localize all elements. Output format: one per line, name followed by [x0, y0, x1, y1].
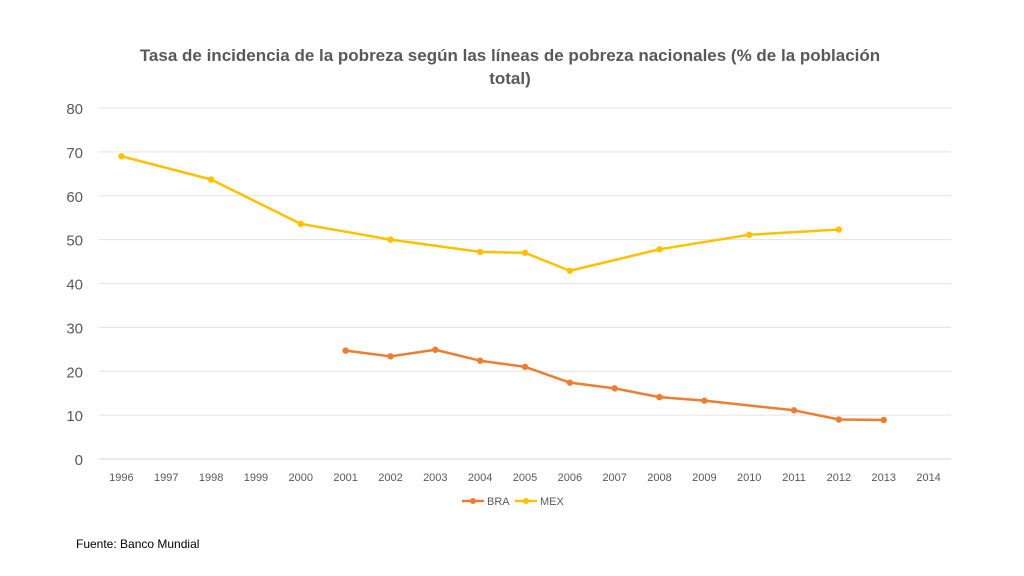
data-point-mex [207, 176, 215, 183]
data-point-mex [835, 226, 843, 233]
data-point-bra [880, 416, 887, 424]
x-tick-label: 2006 [558, 472, 582, 484]
legend-item-bra: BRA [462, 496, 510, 508]
x-tick-label: 2001 [333, 472, 357, 484]
y-tick-label: 0 [75, 452, 83, 469]
x-tick-label: 2012 [827, 472, 851, 484]
y-tick-label: 70 [66, 145, 83, 162]
legend-label: BRA [487, 496, 510, 508]
data-point-bra [835, 416, 843, 423]
x-tick-label: 1999 [244, 472, 268, 484]
data-point-bra [566, 379, 574, 386]
data-point-bra [790, 407, 798, 414]
legend-label: MEX [540, 496, 565, 508]
data-point-mex [746, 231, 753, 238]
y-tick-label: 20 [66, 364, 83, 381]
x-tick-label: 1997 [154, 472, 178, 484]
data-point-mex [387, 236, 394, 243]
data-point-bra [476, 357, 484, 364]
x-tick-label: 2009 [692, 472, 716, 484]
x-tick-label: 1996 [109, 472, 133, 484]
x-tick-label: 2011 [782, 472, 806, 484]
chart-title: Tasa de incidencia de la pobreza según l… [139, 46, 881, 88]
data-point-bra [387, 353, 394, 360]
x-tick-label: 2002 [378, 472, 402, 484]
x-tick-label: 2010 [737, 472, 761, 484]
y-tick-label: 80 [66, 101, 83, 118]
legend: BRA MEX [462, 496, 565, 508]
data-point-bra [656, 393, 663, 401]
x-tick-label: 2004 [468, 472, 492, 484]
data-point-mex [476, 248, 484, 256]
x-axis-ticks: 1996 1997 1998 1999 2000 2001 2002 2003 2004 2005… [109, 472, 941, 484]
data-point-bra [701, 397, 708, 404]
series-line-mex [120, 155, 841, 273]
data-point-mex [566, 267, 574, 274]
legend-swatch-marker [470, 498, 476, 504]
data-point-bra [342, 347, 349, 354]
data-point-bra [432, 346, 439, 353]
y-tick-label: 60 [66, 189, 83, 206]
data-point-mex [297, 220, 304, 228]
legend-swatch-marker [523, 498, 529, 504]
y-tick-label: 40 [66, 277, 83, 294]
x-tick-label: 2013 [871, 472, 895, 484]
legend-item-mex: MEX [515, 496, 565, 508]
data-point-mex [118, 153, 125, 160]
data-point-mex [521, 249, 529, 256]
x-tick-label: 2008 [647, 472, 671, 484]
x-tick-label: 2003 [423, 472, 447, 484]
y-tick-label: 10 [66, 408, 83, 425]
y-tick-label: 30 [66, 320, 83, 337]
series-lines [118, 153, 887, 424]
source-note: Fuente: Banco Mundial [76, 537, 200, 551]
x-tick-label: 2005 [513, 472, 537, 484]
x-tick-label: 2007 [602, 472, 626, 484]
x-tick-label: 1998 [199, 472, 223, 484]
y-tick-label: 50 [66, 233, 83, 250]
y-axis-ticks: 0 10 20 30 40 50 60 70 80 [66, 101, 83, 469]
series-line-bra [344, 348, 885, 422]
data-point-mex [656, 246, 663, 253]
x-tick-label: 2014 [916, 472, 940, 484]
data-point-bra [521, 363, 529, 371]
data-point-bra [611, 385, 618, 392]
gridlines [99, 107, 951, 460]
x-tick-label: 2000 [289, 472, 313, 484]
